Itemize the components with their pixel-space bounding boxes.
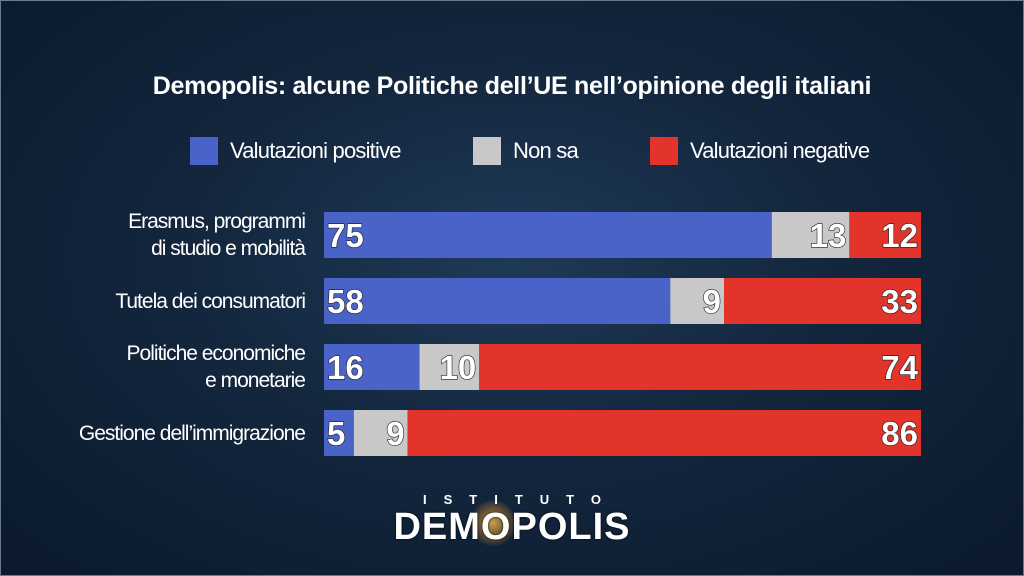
category-label: Erasmus, programmi di studio e mobilità: [25, 208, 306, 262]
bar-segment: [479, 344, 921, 390]
data-label: 5: [327, 415, 345, 452]
bar-segment: [324, 410, 354, 456]
legend-item-negative: Valutazioni negative: [650, 136, 870, 166]
legend-swatch-positive: [190, 137, 218, 165]
demopolis-logo: ISTITUTO DEMOPOLIS: [0, 492, 1024, 547]
data-label: 74: [881, 349, 918, 386]
data-label: 12: [881, 217, 918, 254]
bar-segment: [849, 212, 921, 258]
legend-label-negative: Valutazioni negative: [690, 138, 870, 163]
category-label-line: e monetarie: [205, 369, 306, 392]
category-label: Tutela dei consumatori: [25, 288, 306, 315]
bar-segment: [353, 410, 408, 456]
data-label: 33: [881, 283, 918, 320]
data-label: 16: [327, 349, 364, 386]
bar-segment: [419, 344, 480, 390]
legend: Valutazioni positive Non sa Valutazioni …: [0, 136, 1024, 166]
category-label-line: Tutela dei consumatori: [115, 289, 306, 313]
logo-name: DEMOPOLIS: [393, 506, 631, 548]
legend-label-non-sa: Non sa: [513, 138, 579, 163]
data-label: 10: [440, 349, 477, 386]
legend-item-positive: Valutazioni positive: [190, 136, 402, 166]
data-label: 86: [881, 415, 918, 452]
data-label: 75: [327, 217, 364, 254]
category-label: Gestione dell’immigrazione: [25, 420, 306, 447]
category-label: Politiche economiche e monetarie: [25, 340, 306, 394]
data-label: 58: [327, 283, 364, 320]
bar-segment: [670, 278, 724, 324]
category-label-line: Gestione dell’immigrazione: [78, 421, 306, 445]
legend-item-non-sa: Non sa: [473, 136, 579, 166]
bar-segment: [407, 410, 922, 456]
category-label-line: di studio e mobilità: [151, 237, 306, 260]
category-label-line: Politiche economiche: [126, 342, 306, 365]
bar-segment: [324, 212, 772, 258]
bar-segment: [723, 278, 921, 324]
category-label-line: Erasmus, programmi: [128, 210, 306, 233]
legend-swatch-non-sa: [473, 137, 501, 165]
chart-title: Demopolis: alcune Politiche dell’UE nell…: [152, 72, 872, 100]
logo-subtitle: ISTITUTO: [423, 492, 618, 507]
data-label: 9: [386, 415, 404, 452]
bar-segment: [324, 344, 420, 390]
data-label: 9: [703, 283, 721, 320]
legend-swatch-negative: [650, 137, 678, 165]
bar-segment: [324, 278, 671, 324]
legend-label-positive: Valutazioni positive: [230, 138, 402, 163]
logo-glow: [470, 500, 516, 546]
bar-segment: [771, 212, 850, 258]
data-label: 13: [810, 217, 847, 254]
